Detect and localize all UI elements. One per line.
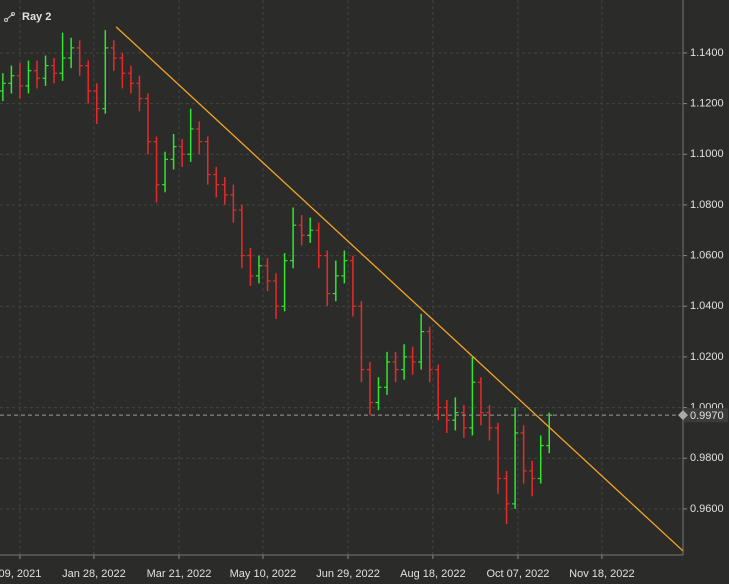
chart-title: Ray 2 <box>22 11 51 23</box>
ohlc-bar <box>409 346 416 375</box>
ohlc-bar <box>426 326 433 383</box>
y-tick-label: 1.1000 <box>690 148 724 160</box>
ohlc-bar <box>401 344 408 380</box>
ohlc-bar <box>512 407 519 509</box>
ohlc-bar <box>33 60 40 89</box>
ohlc-bar <box>469 356 476 436</box>
ohlc-bar <box>196 121 203 155</box>
ohlc-bar <box>298 215 305 246</box>
ohlc-bar <box>8 65 15 94</box>
ohlc-bar <box>230 184 237 223</box>
x-tick-label: 09, 2021 <box>0 568 41 580</box>
last-price-tag <box>684 408 728 423</box>
ohlc-bar <box>247 247 254 286</box>
ohlc-bar <box>187 108 194 162</box>
ohlc-bar <box>495 422 502 494</box>
ohlc-bar <box>520 425 527 484</box>
ohlc-bar <box>418 313 425 370</box>
ohlc-bar <box>153 136 160 203</box>
ohlc-bar <box>273 273 280 319</box>
y-tick-label: 0.9800 <box>690 452 724 464</box>
y-tick-label: 0.9600 <box>690 503 724 515</box>
y-tick-label: 1.0200 <box>690 351 724 363</box>
ohlc-bar <box>25 60 32 94</box>
ohlc-bar <box>477 377 484 426</box>
ohlc-bar <box>315 222 322 269</box>
ohlc-bar <box>204 136 211 185</box>
ohlc-bar <box>486 405 493 441</box>
x-tick-label: Mar 21, 2022 <box>147 568 212 580</box>
ohlc-bar <box>375 377 382 411</box>
ohlc-bar <box>85 60 92 104</box>
ohlc-bar <box>144 93 151 155</box>
ohlc-bar <box>503 470 510 525</box>
ohlc-bar <box>264 258 271 292</box>
ohlc-bar <box>170 134 177 170</box>
y-tick-label: 1.1400 <box>690 47 724 59</box>
ohlc-bar <box>324 250 331 307</box>
ohlc-bar <box>392 351 399 383</box>
x-tick-label: Nov 18, 2022 <box>569 568 634 580</box>
ohlc-bar <box>281 253 288 312</box>
ohlc-bar <box>213 166 220 198</box>
ohlc-bar <box>136 75 143 112</box>
ohlc-bar <box>452 397 459 431</box>
ohlc-bar <box>349 255 356 317</box>
ray-icon <box>4 12 15 22</box>
ohlc-bar <box>255 255 262 284</box>
x-tick-label: May 10, 2022 <box>230 568 297 580</box>
ohlc-bar <box>341 250 348 284</box>
ohlc-bar <box>529 460 536 497</box>
x-tick-label: Jan 28, 2022 <box>62 568 126 580</box>
ohlc-bar <box>307 217 314 243</box>
ohlc-bar <box>460 405 467 438</box>
ohlc-bar <box>102 30 109 114</box>
x-tick-label: Jun 29, 2022 <box>316 568 380 580</box>
ohlc-bar <box>435 364 442 421</box>
ohlc-bar <box>358 301 365 383</box>
ohlc-bar <box>332 260 339 302</box>
ohlc-bar <box>59 32 66 81</box>
ohlc-bar <box>162 151 169 193</box>
ohlc-bar <box>290 207 297 269</box>
ohlc-bar <box>16 63 23 99</box>
ohlc-bar <box>76 40 83 76</box>
ohlc-bar <box>443 399 450 433</box>
ohlc-bar <box>93 83 100 124</box>
ohlc-bar <box>221 177 228 205</box>
last-price-marker <box>678 410 688 421</box>
ohlc-bar <box>127 65 134 94</box>
ohlc-bar <box>42 55 49 86</box>
ohlc-bar <box>110 40 117 71</box>
ohlc-bar <box>384 351 391 395</box>
x-tick-label: Oct 07, 2022 <box>486 568 549 580</box>
ohlc-bar <box>68 37 75 69</box>
x-tick-label: Aug 18, 2022 <box>400 568 465 580</box>
ohlc-bar <box>119 52 126 89</box>
ohlc-bar <box>179 139 186 167</box>
y-tick-label: 1.1200 <box>690 98 724 110</box>
ohlc-bar <box>238 204 245 269</box>
ohlc-bar <box>0 73 6 102</box>
ohlc-bar <box>51 58 58 84</box>
ray-line <box>115 26 684 552</box>
ohlc-bar <box>537 435 544 484</box>
y-tick-label: 1.0400 <box>690 300 724 312</box>
ohlc-bar <box>366 361 373 416</box>
last-price-label: 0.9970 <box>690 410 724 422</box>
y-tick-label: 1.0800 <box>690 199 724 211</box>
y-tick-label: 1.0600 <box>690 249 724 261</box>
